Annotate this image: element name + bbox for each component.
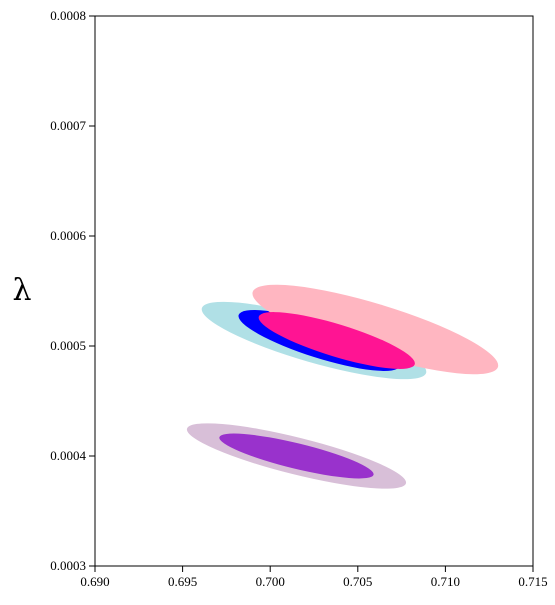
contour-outer-2 — [252, 284, 499, 375]
y-axis: 0.0003 0.0004 0.0005 0.0006 0.0007 0.0008 — [50, 8, 95, 573]
y-tick-label: 0.0005 — [50, 338, 86, 353]
y-tick-label: 0.0007 — [50, 118, 86, 133]
x-tick-label: 0.715 — [518, 574, 547, 589]
y-axis-label: λ — [12, 273, 31, 308]
contour-inner-5 — [219, 433, 374, 479]
x-tick-label: 0.690 — [80, 574, 109, 589]
x-tick-label: 0.710 — [431, 574, 460, 589]
y-tick-label: 0.0008 — [50, 8, 86, 23]
x-tick-label: 0.695 — [168, 574, 197, 589]
y-tick-label: 0.0004 — [50, 448, 86, 463]
x-axis: 0.690 0.695 0.700 0.705 0.710 0.715 — [80, 566, 548, 589]
contour-layer — [186, 284, 499, 489]
x-tick-label: 0.705 — [343, 574, 372, 589]
plot-frame — [94, 15, 534, 567]
x-tick-label: 0.700 — [256, 574, 285, 589]
contour-inner-3 — [258, 312, 415, 369]
y-tick-label: 0.0003 — [50, 558, 86, 573]
y-tick-label: 0.0006 — [50, 228, 86, 243]
